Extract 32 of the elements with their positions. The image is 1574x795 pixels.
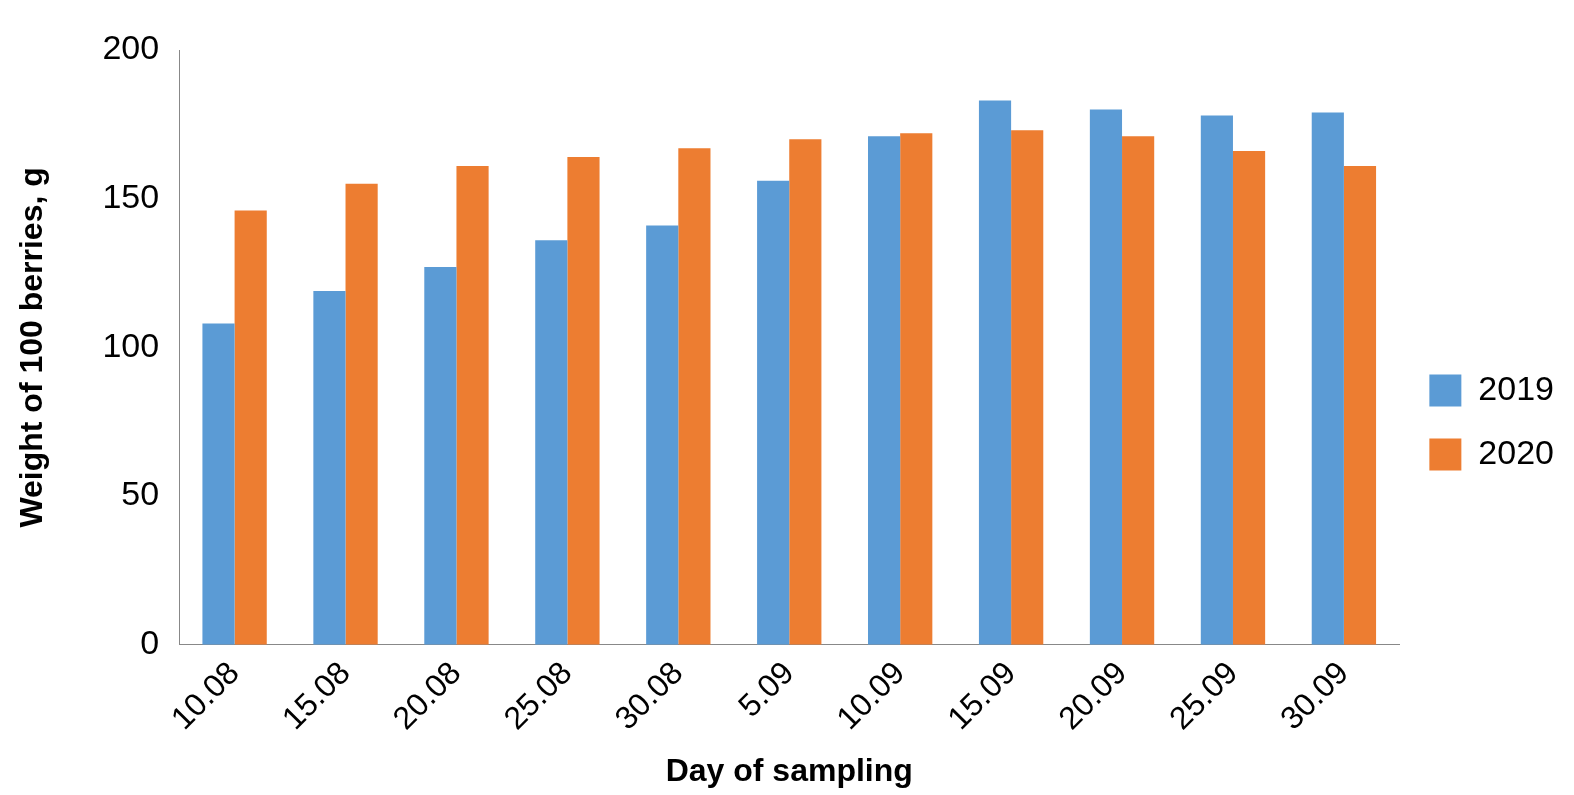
bar bbox=[789, 139, 822, 645]
bar bbox=[567, 157, 600, 645]
bar bbox=[1089, 109, 1123, 645]
bar bbox=[900, 133, 933, 645]
bar bbox=[1343, 165, 1377, 645]
legend-label: 2019 bbox=[1478, 368, 1554, 407]
y-tick-label: 150 bbox=[102, 177, 160, 216]
bar bbox=[345, 183, 378, 645]
y-tick-label: 50 bbox=[121, 474, 160, 513]
x-tick-label: 5.09 bbox=[730, 654, 801, 724]
bar bbox=[757, 180, 790, 645]
bar bbox=[202, 323, 235, 645]
y-tick-label: 100 bbox=[102, 325, 160, 364]
bar bbox=[1122, 136, 1155, 645]
bar bbox=[678, 148, 711, 645]
bar bbox=[868, 136, 901, 645]
bar bbox=[1011, 130, 1044, 645]
bar bbox=[234, 210, 267, 645]
bar bbox=[1311, 112, 1344, 645]
y-tick-label: 0 bbox=[140, 623, 160, 662]
bar bbox=[646, 225, 679, 645]
x-axis-title: Day of sampling bbox=[665, 751, 913, 788]
y-tick-label: 200 bbox=[102, 28, 160, 67]
bar bbox=[313, 290, 346, 645]
bar bbox=[535, 240, 568, 645]
bar bbox=[978, 100, 1012, 645]
bar bbox=[424, 267, 457, 645]
bar bbox=[1232, 151, 1266, 645]
bar bbox=[456, 165, 489, 645]
bar bbox=[1200, 115, 1233, 645]
legend-label: 2020 bbox=[1478, 432, 1554, 471]
y-axis-title: Weight of 100 berries, g bbox=[13, 167, 50, 528]
